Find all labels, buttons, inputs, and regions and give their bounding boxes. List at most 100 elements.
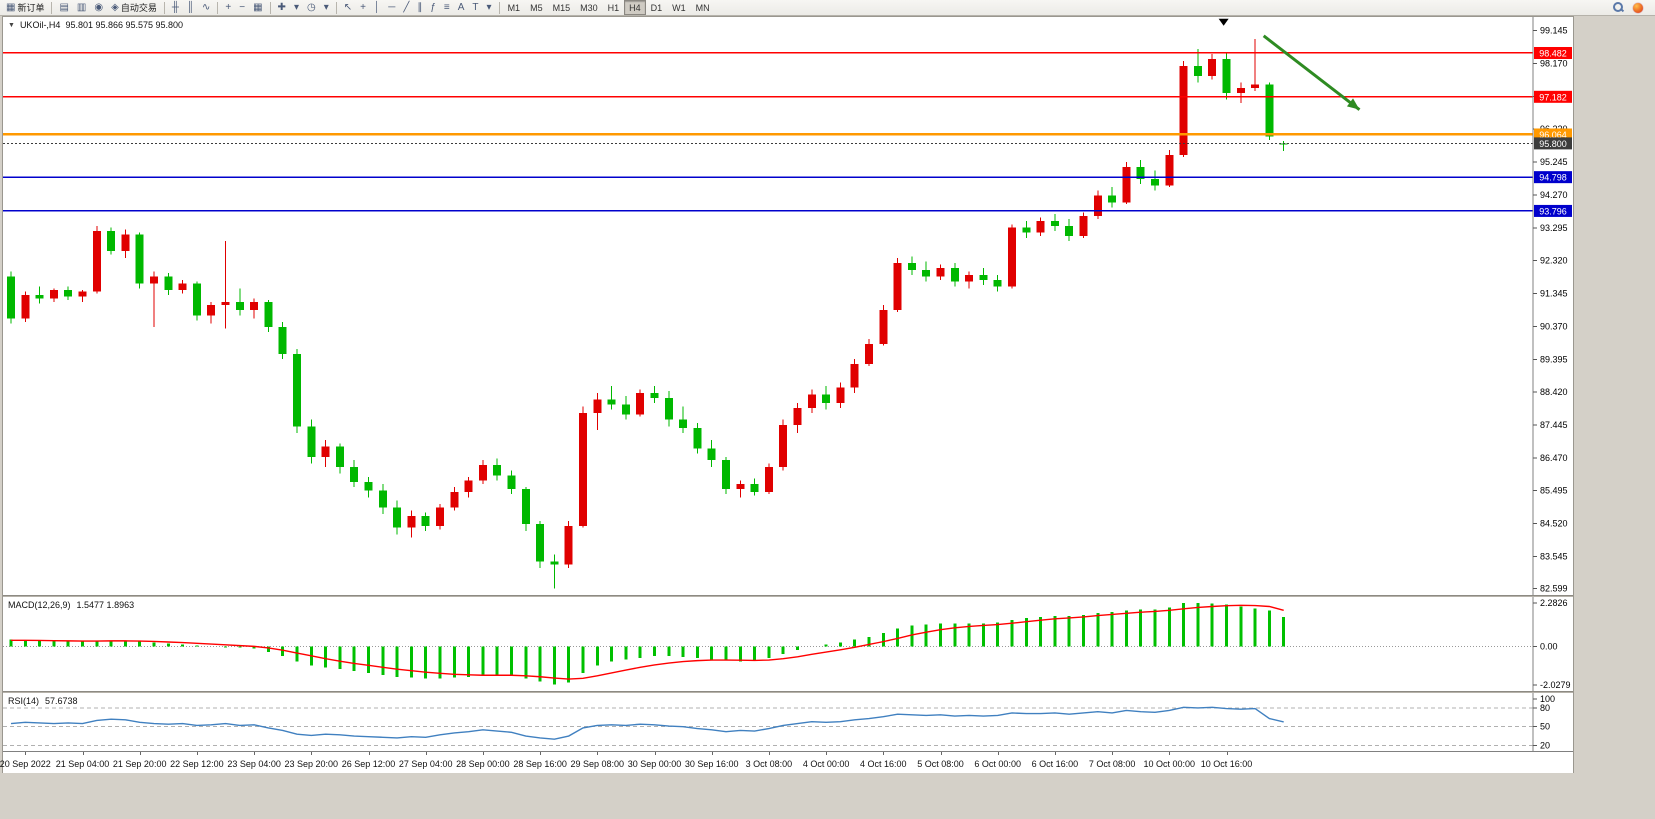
equidistant-channel-icon: ∥ [417,1,423,13]
autotrading-button-label: 自动交易 [120,3,157,13]
ohlc-values: 95.801 95.866 95.575 95.800 [65,20,184,30]
new-order-button[interactable]: ▦ 新订单 [2,0,48,16]
svg-text:94.270: 94.270 [1540,190,1568,200]
cursor-icon[interactable]: ↖ [340,0,356,16]
horizontal-price-lines[interactable] [3,52,1533,212]
bar-chart-icon[interactable]: ╫ [168,0,183,16]
vertical-line-icon[interactable]: │ [370,0,384,16]
svg-text:86.470: 86.470 [1540,453,1568,463]
market-watch-icon[interactable]: ▤ [55,0,72,16]
toolbar-separator [217,1,219,14]
svg-text:20: 20 [1540,740,1550,750]
shapes-icon: ≡ [443,1,450,13]
chart-window: 99.14598.17097.19596.22095.24594.27093.2… [0,16,1574,774]
time-label: 5 Oct 08:00 [917,759,964,769]
price-badge [1534,171,1572,184]
symbol-dropdown-icon[interactable]: ▼ [8,21,15,29]
time-tick [540,752,542,755]
panel-separator-macd[interactable] [3,595,1573,597]
fibonacci-icon[interactable]: ƒ [426,0,440,16]
line-chart-icon[interactable]: ∿ [198,0,214,16]
tile-windows-icon[interactable]: ▦ [249,0,266,16]
timeframe-button-mn[interactable]: MN [695,2,710,13]
time-label: 10 Oct 00:00 [1143,759,1196,769]
time-label: 23 Sep 04:00 [227,759,281,769]
price-chart: 99.14598.17097.19596.22095.24594.27093.2… [3,17,1573,595]
arrows-icon[interactable]: ▾ [483,0,496,16]
trend-arrow-head [1346,98,1360,110]
timeframe-button-h1[interactable]: H1 [607,2,620,13]
time-tick [1112,752,1114,755]
svg-text:95.245: 95.245 [1540,157,1568,167]
timeframe-button-m1[interactable]: M1 [507,2,521,13]
trendline-icon[interactable]: ╱ [399,0,413,16]
horizontal-line-icon[interactable]: ─ [384,0,399,16]
time-tick [368,752,370,755]
time-tick [1169,752,1171,755]
notification-icon[interactable] [1633,2,1643,13]
shapes-icon[interactable]: ≡ [440,0,454,16]
trend-arrow [1262,34,1361,111]
svg-text:93.796: 93.796 [1539,206,1567,216]
timeframe-button-w1[interactable]: W1 [672,2,686,13]
svg-text:93.295: 93.295 [1540,223,1568,233]
autotrading-button[interactable]: ◈ 自动交易 [107,0,161,16]
main-toolbar: ▦ 新订单 ▤ ▥ ◉ ◈ 自动交易 ╫ ║ ∿ + − ▦ ✚ ▾ ◷ ▾ ↖ + │ ─ ╱ ∥ ƒ ≡ A T ▾ M1 M5 M15… [0,0,1655,16]
svg-text:83.545: 83.545 [1540,551,1568,561]
candlestick-chart-icon: ║ [186,1,195,13]
profiles-icon[interactable]: ▾ [290,0,303,16]
templates-icon[interactable]: ▾ [320,0,333,16]
time-tick [597,752,599,755]
navigator-icon[interactable]: ◉ [90,0,107,16]
new-chart-icon[interactable]: ✚ [274,0,290,16]
market-watch-icon: ▤ [59,1,69,13]
candlesticks [7,38,1288,589]
svg-text:89.395: 89.395 [1540,354,1568,364]
zoom-out-icon[interactable]: − [235,0,249,16]
macd-values: 1.5477 1.8963 [76,600,135,610]
zoom-in-icon[interactable]: + [221,0,235,16]
svg-text:84.520: 84.520 [1540,519,1568,529]
time-label: 28 Sep 00:00 [456,759,510,769]
toolbar-separator [51,1,53,14]
price-badge [1534,46,1572,59]
price-badge [1534,137,1572,150]
timeframe-button-m5[interactable]: M5 [530,2,543,13]
macd-signal-line [11,604,1284,680]
timeframe-button-h4[interactable]: H4 [624,0,646,15]
candlestick-chart-icon[interactable]: ║ [183,0,198,16]
templates-icon: ▾ [323,1,329,13]
time-label: 21 Sep 20:00 [112,759,167,769]
time-label: 23 Sep 20:00 [284,759,339,769]
price-axis[interactable]: 99.14598.17097.19596.22095.24594.27093.2… [1532,17,1573,595]
timeframe-button-d1[interactable]: D1 [650,2,663,13]
timeframes-menu-icon[interactable]: ◷ [303,0,320,16]
svg-text:85.495: 85.495 [1540,486,1568,496]
time-tick [768,752,770,755]
svg-text:88.420: 88.420 [1540,387,1568,397]
timeframe-button-m30[interactable]: M30 [580,2,598,13]
trendline-icon: ╱ [403,1,410,13]
macd-axis[interactable]: 2.2826 0.00 -2.0279 [1532,597,1573,691]
svg-text:98.170: 98.170 [1540,59,1568,69]
equidistant-channel-icon[interactable]: ∥ [413,0,426,16]
crosshair-icon[interactable]: + [356,0,370,16]
macd-panel: 2.2826 0.00 -2.0279 [3,597,1573,691]
svg-text:87.445: 87.445 [1540,420,1568,430]
triangle-marker [1218,18,1229,26]
data-window-icon[interactable]: ▥ [73,0,90,16]
new-chart-icon: ✚ [277,1,286,13]
toolbar-separator [163,1,165,14]
text-icon[interactable]: A [454,0,469,16]
timeframe-button-m15[interactable]: M15 [552,2,571,13]
time-tick [826,752,828,755]
text-label-icon[interactable]: T [468,0,482,16]
chart-annotations[interactable] [1218,18,1361,111]
profiles-icon: ▾ [293,1,299,13]
time-axis[interactable]: 20 Sep 2022 21 Sep 04:00 21 Sep 20:00 22 Se… [0,751,1573,773]
search-icon[interactable] [1613,2,1625,13]
svg-text:96.064: 96.064 [1539,130,1567,140]
panel-separator-rsi[interactable] [3,691,1573,693]
horizontal-line-icon: ─ [388,1,396,13]
